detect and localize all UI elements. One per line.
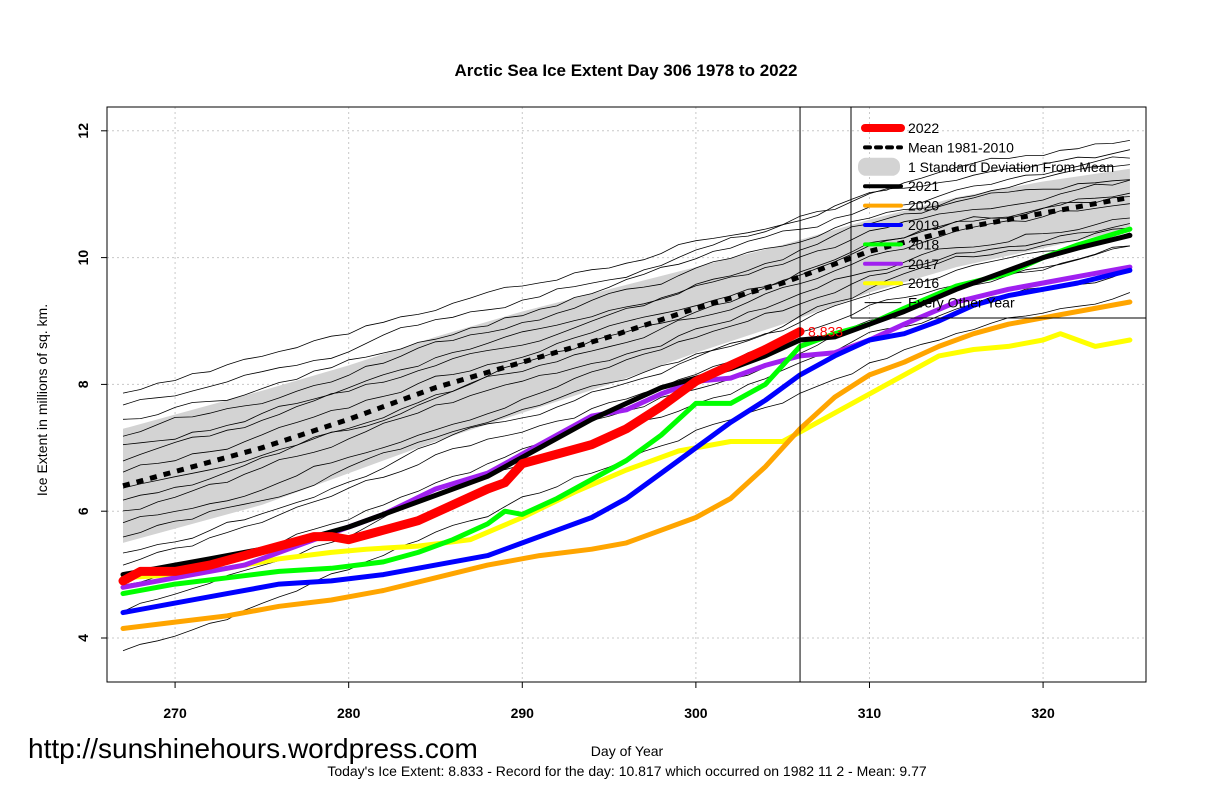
legend-label: Mean 1981-2010 xyxy=(908,139,1014,155)
series-line-2019 xyxy=(120,267,1133,616)
legend-label: 2017 xyxy=(908,256,939,272)
mean-line xyxy=(122,194,1131,489)
current-value-label: 8.833 xyxy=(808,324,843,340)
every-other-year-line xyxy=(122,149,1130,406)
legend-label: 2016 xyxy=(908,275,939,291)
every-other-year-line xyxy=(122,179,1130,446)
every-other-year-line xyxy=(122,164,1130,437)
std-band-area xyxy=(123,168,1130,543)
every-other-year-line xyxy=(122,217,1130,512)
plot-frame xyxy=(106,106,1147,683)
x-axis-label: Day of Year xyxy=(591,743,664,759)
y-tick-label: 10 xyxy=(75,250,91,266)
legend-label: 1 Standard Deviation From Mean xyxy=(908,159,1114,175)
y-tick-label: 8 xyxy=(75,380,91,388)
website-url: http://sunshinehours.wordpress.com xyxy=(28,733,478,764)
chart-title: Arctic Sea Ice Extent Day 306 1978 to 20… xyxy=(454,61,797,80)
y-tick-label: 12 xyxy=(75,123,91,139)
legend-label: 2022 xyxy=(908,120,939,136)
y-axis-label: Ice Extent in millions of sq. km. xyxy=(34,304,50,496)
every-other-year-line xyxy=(122,232,1131,554)
series-line-2018 xyxy=(120,226,1133,597)
every-other-year-line xyxy=(122,223,1130,524)
x-tick-label: 280 xyxy=(337,705,361,721)
every-other-year-line xyxy=(122,192,1130,473)
every-other-year-line xyxy=(122,203,1130,501)
legend-label: 2021 xyxy=(908,178,939,194)
axes: 270 280 290 300 310 320 4 6 8 10 12 xyxy=(75,123,1055,721)
y-tick-label: 6 xyxy=(75,507,91,515)
legend: 2022 Mean 1981-2010 1 Standard Deviation F… xyxy=(850,107,1146,319)
y-tick-label: 4 xyxy=(75,634,91,642)
every-other-year-line xyxy=(122,227,1130,538)
series-line-2016 xyxy=(120,331,1133,581)
series-line-2020 xyxy=(120,299,1133,631)
std-dev-band xyxy=(123,168,1130,543)
x-tick-label: 270 xyxy=(163,705,187,721)
every-other-year-line xyxy=(122,196,1130,489)
legend-label: 2020 xyxy=(908,198,939,214)
every-other-year-line xyxy=(122,179,1131,462)
legend-label: Every Other Year xyxy=(908,295,1015,311)
legend-label: 2018 xyxy=(908,236,939,252)
legend-swatch-band xyxy=(858,157,900,176)
x-tick-label: 300 xyxy=(684,705,708,721)
x-tick-label: 310 xyxy=(858,705,882,721)
legend-label: 2019 xyxy=(908,217,939,233)
mean-1981-2010-line xyxy=(122,194,1131,489)
x-tick-label: 290 xyxy=(511,705,535,721)
footer-stats: Today's Ice Extent: 8.833 - Record for t… xyxy=(327,763,927,779)
series-line-2022 xyxy=(118,327,805,586)
every-other-year-line xyxy=(122,156,1130,420)
x-tick-label: 320 xyxy=(1031,705,1055,721)
every-other-year-line xyxy=(122,140,1130,394)
year-series-lines xyxy=(118,226,1133,631)
